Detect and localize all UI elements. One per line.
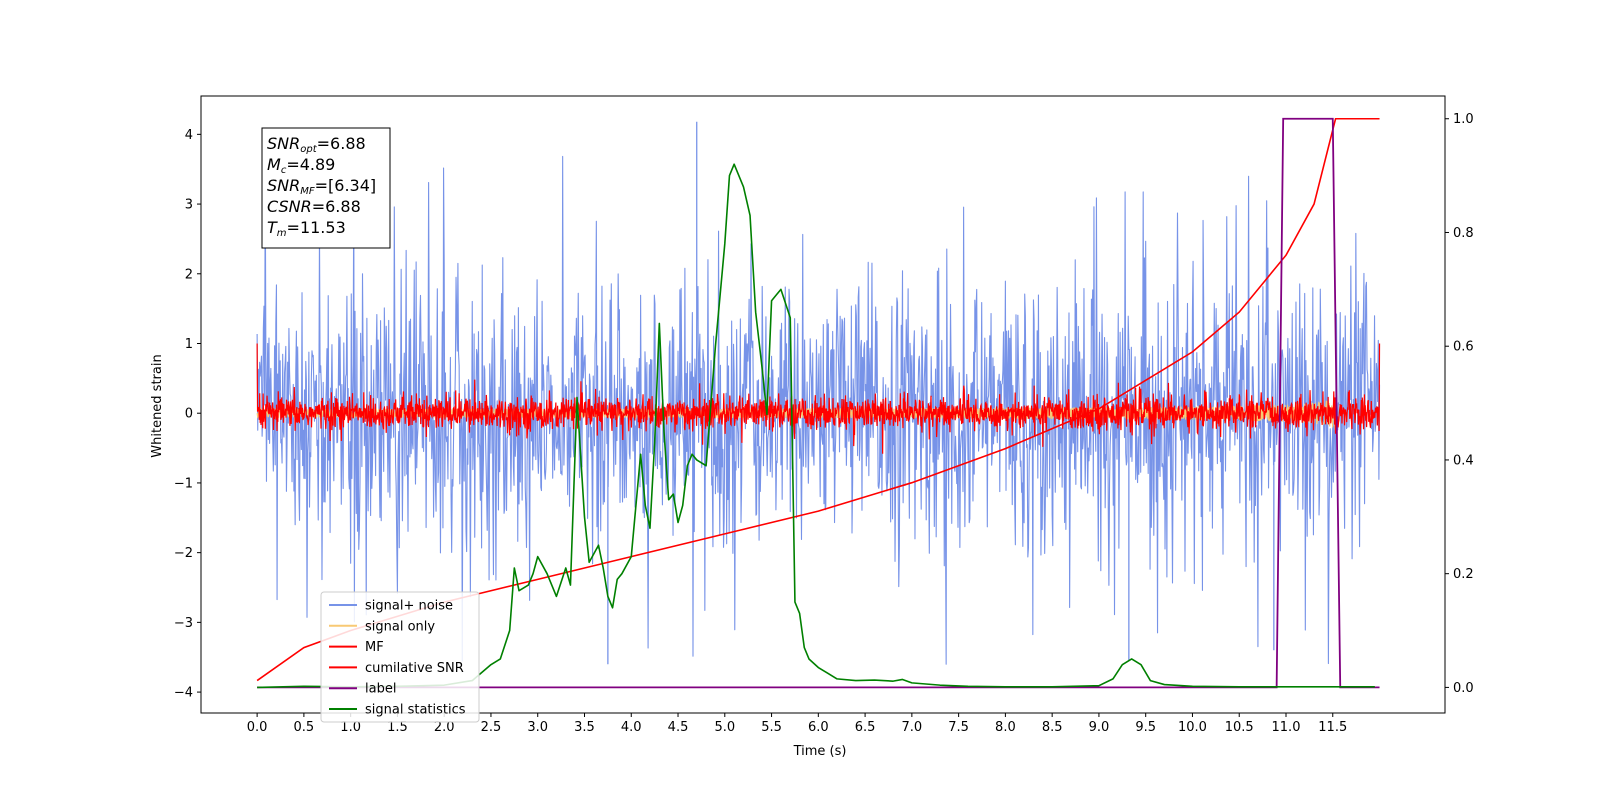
legend-label: signal+ noise [365,599,453,614]
x-tick-label: 3.0 [527,720,548,735]
y-tick-label: −2 [174,546,193,561]
y-tick-label: −1 [174,476,193,491]
series-signal-statistics [257,163,1375,689]
y2-tick-label: 0.2 [1453,567,1474,582]
plot-frame [200,95,1446,714]
x-tick-label: 2.0 [434,720,455,735]
y2-tick-label: 0.8 [1453,226,1474,241]
y-tick-label: 3 [185,198,193,213]
x-tick-label: 3.5 [574,720,595,735]
series-mf [256,343,1381,454]
y-tick-label: −3 [174,616,193,631]
x-tick-label: 8.0 [995,720,1016,735]
axes-frame [200,95,1446,714]
y-axis-left: 4 3 2 1 0 −1 −2 −3 −4 [174,128,201,701]
x-tick-label: 11.5 [1318,720,1347,735]
y-axis-right: 1.0 0.8 0.6 0.4 0.2 0.0 [1445,112,1474,696]
x-tick-label: 6.5 [855,720,876,735]
legend-label: cumilative SNR [365,661,464,676]
annotation-line: SNRMF=[6.34] [267,176,376,197]
x-tick-label: 0.5 [294,720,315,735]
x-tick-label: 2.5 [481,720,502,735]
x-tick-label: 9.0 [1089,720,1110,735]
x-axis-label: Time (s) [793,744,847,759]
x-tick-label: 4.5 [668,720,689,735]
x-tick-label: 9.5 [1135,720,1156,735]
x-tick-label: 1.0 [340,720,361,735]
y-tick-label: −4 [174,686,193,701]
legend: signal+ noise signal only MF cumilative SNR… [320,591,480,723]
annotation-line: Mc=4.89 [267,155,335,176]
x-tick-label: 0.0 [247,720,268,735]
annotation-line: SNRopt=6.88 [267,134,366,155]
x-tick-label: 7.5 [948,720,969,735]
x-tick-label: 10.5 [1225,720,1254,735]
x-tick-label: 5.0 [714,720,735,735]
annotation-line: Tm=11.53 [267,218,346,239]
legend-label: signal statistics [365,703,466,718]
y-tick-label: 0 [185,407,193,422]
legend-label: label [365,682,396,697]
y2-tick-label: 0.6 [1453,340,1474,355]
x-tick-label: 5.5 [761,720,782,735]
x-tick-label: 8.5 [1042,720,1063,735]
legend-label: MF [365,640,384,655]
y2-tick-label: 1.0 [1453,112,1474,127]
annotation-frame [261,127,391,249]
x-tick-label: 6.0 [808,720,829,735]
x-axis: 0.0 0.5 1.0 1.5 2.0 2.5 3.0 3.5 4.0 4.5 5.0 5.5 6.0 6… [247,713,1347,735]
y-tick-label: 2 [185,267,193,282]
y2-tick-label: 0.0 [1453,681,1474,696]
y-tick-label: 4 [185,128,193,143]
x-tick-label: 7.0 [902,720,923,735]
y-tick-label: 1 [185,337,193,352]
x-tick-label: 11.0 [1272,720,1301,735]
y-axis-label: Whitened strain [150,354,165,457]
x-tick-label: 10.0 [1178,720,1207,735]
series-signal-noise [256,155,1381,665]
x-tick-label: 4.0 [621,720,642,735]
annotation-line: CSNR=6.88 [267,197,361,216]
x-tick-label: 1.5 [387,720,408,735]
legend-label: signal only [365,619,435,634]
legend-frame [320,591,480,723]
y2-tick-label: 0.4 [1453,453,1474,468]
